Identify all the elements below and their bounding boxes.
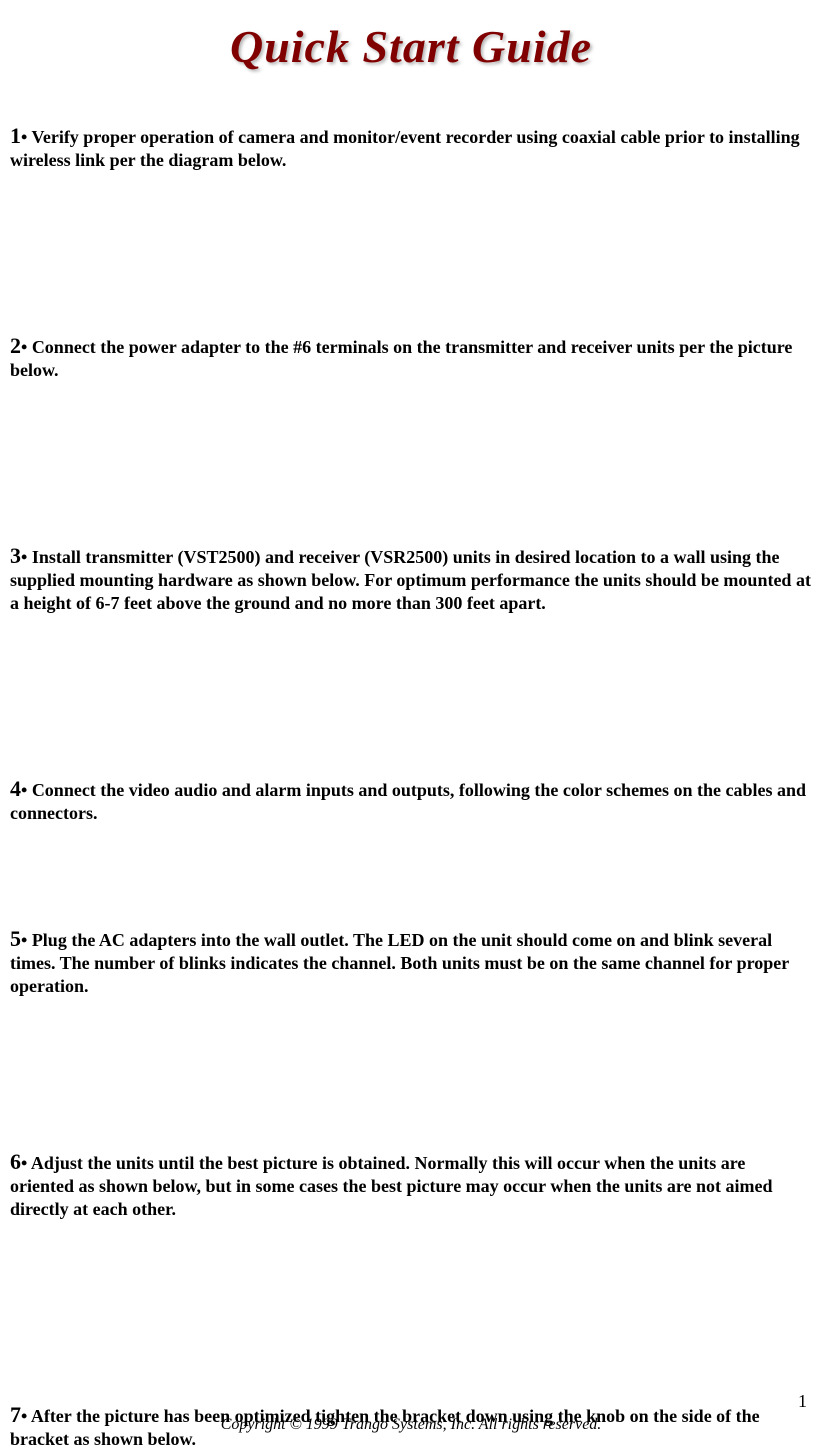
page-container: Quick Start Guide 1• Verify proper opera…	[0, 0, 822, 1452]
step-1: 1• Verify proper operation of camera and…	[10, 123, 812, 173]
step-number-2: 2	[10, 333, 21, 358]
copyright-text: Copyright © 1999 Trango Systems, Inc. Al…	[0, 1416, 822, 1434]
step-text-6: Adjust the units until the best picture …	[10, 1153, 773, 1220]
step-number-3: 3	[10, 543, 21, 568]
step-text-4: Connect the video audio and alarm inputs…	[10, 780, 806, 823]
step-text-2: Connect the power adapter to the #6 term…	[10, 337, 792, 380]
step-6: 6• Adjust the units until the best pictu…	[10, 1149, 812, 1222]
step-number-1: 1	[10, 123, 21, 148]
step-5: 5• Plug the AC adapters into the wall ou…	[10, 926, 812, 999]
footer: 1 Copyright © 1999 Trango Systems, Inc. …	[0, 1416, 822, 1434]
step-3: 3• Install transmitter (VST2500) and rec…	[10, 543, 812, 616]
step-text-5: Plug the AC adapters into the wall outle…	[10, 930, 789, 997]
page-number: 1	[798, 1391, 807, 1412]
page-title: Quick Start Guide	[10, 20, 812, 73]
step-number-5: 5	[10, 926, 21, 951]
step-2: 2• Connect the power adapter to the #6 t…	[10, 333, 812, 383]
step-4: 4• Connect the video audio and alarm inp…	[10, 776, 812, 826]
step-number-4: 4	[10, 776, 21, 801]
title-section: Quick Start Guide	[10, 20, 812, 73]
step-text-3: Install transmitter (VST2500) and receiv…	[10, 547, 811, 614]
step-text-1: Verify proper operation of camera and mo…	[10, 127, 800, 170]
step-number-6: 6	[10, 1149, 21, 1174]
